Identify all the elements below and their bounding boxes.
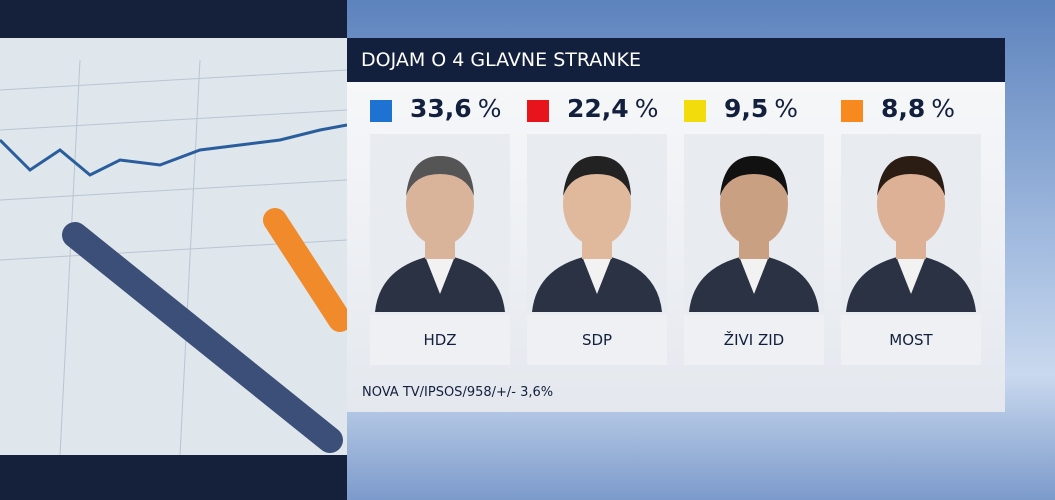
percentage: 33,6% bbox=[410, 94, 501, 123]
party-label: HDZ bbox=[370, 315, 510, 365]
portrait bbox=[841, 134, 981, 312]
percentage-unit: % bbox=[634, 94, 659, 123]
portrait bbox=[684, 134, 824, 312]
percentage: 9,5% bbox=[724, 94, 798, 123]
color-swatch bbox=[684, 100, 706, 122]
percentage-unit: % bbox=[477, 94, 502, 123]
percentage: 8,8% bbox=[881, 94, 955, 123]
portrait-figure bbox=[532, 156, 662, 312]
source: NOVA TV/IPSOS/958/+/- 3,6% bbox=[362, 385, 554, 400]
background-photo bbox=[0, 0, 347, 500]
title: DOJAM O 4 GLAVNE STRANKE bbox=[347, 38, 1005, 82]
portrait bbox=[527, 134, 667, 312]
percentage-unit: % bbox=[931, 94, 956, 123]
portrait bbox=[370, 134, 510, 312]
percentage-value: 8,8 bbox=[881, 94, 926, 123]
party-label: MOST bbox=[841, 315, 981, 365]
color-swatch bbox=[527, 100, 549, 122]
percentage-value: 9,5 bbox=[724, 94, 769, 123]
party-label: SDP bbox=[527, 315, 667, 365]
percentage-value: 33,6 bbox=[410, 94, 472, 123]
portrait-figure bbox=[375, 156, 505, 312]
party-label: ŽIVI ZID bbox=[684, 315, 824, 365]
color-swatch bbox=[841, 100, 863, 122]
color-swatch bbox=[370, 100, 392, 122]
percentage-value: 22,4 bbox=[567, 94, 629, 123]
panel: NOVA TV/IPSOS/958/+/- 3,6% 33,6% HDZ 22,4… bbox=[347, 82, 1005, 412]
percentage: 22,4% bbox=[567, 94, 658, 123]
portrait-figure bbox=[689, 156, 819, 312]
percentage-unit: % bbox=[774, 94, 799, 123]
portrait-figure bbox=[846, 156, 976, 312]
